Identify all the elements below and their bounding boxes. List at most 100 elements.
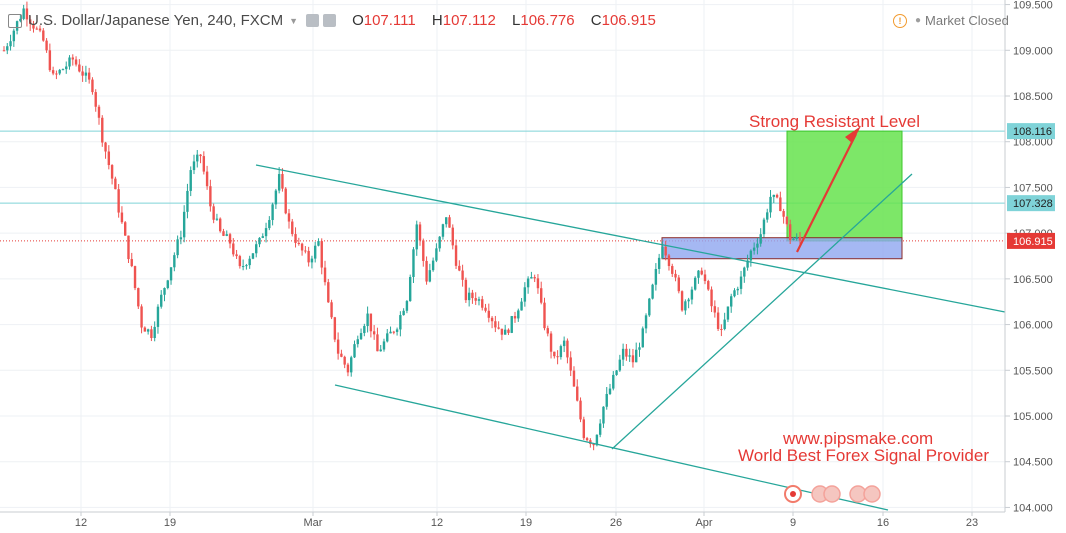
- candle: [546, 325, 549, 337]
- candle: [376, 327, 379, 352]
- close-value: 106.915: [601, 12, 656, 29]
- candle-body: [513, 316, 517, 319]
- candle-body: [612, 374, 615, 389]
- candle: [245, 263, 248, 270]
- candle-body: [307, 250, 310, 263]
- chart-collapse-icon[interactable]: [8, 13, 22, 28]
- candle-body: [536, 278, 540, 289]
- candle-body: [415, 224, 418, 250]
- candle: [74, 56, 78, 67]
- x-tick-label: 23: [966, 517, 978, 529]
- settings-icon[interactable]: [306, 14, 320, 27]
- candle-body: [281, 174, 284, 189]
- chart-header: U.S. Dollar/Japanese Yen, 240, FXCM ▼ O1…: [8, 12, 668, 29]
- candle-body: [464, 279, 468, 301]
- candle-body: [500, 328, 504, 335]
- candle: [556, 350, 559, 365]
- flag-icon[interactable]: [823, 485, 841, 503]
- candle: [743, 266, 746, 283]
- candle: [29, 16, 32, 31]
- candle-body: [94, 92, 97, 107]
- candle: [651, 283, 654, 300]
- candle: [104, 141, 107, 159]
- trendline[interactable]: [611, 173, 913, 450]
- market-status[interactable]: ! ● Market Closed: [893, 13, 1009, 28]
- candle: [196, 149, 199, 168]
- candle-body: [752, 247, 756, 251]
- candle: [228, 232, 232, 249]
- open-value: 107.111: [363, 12, 416, 29]
- candle-body: [51, 70, 55, 74]
- candle-body: [592, 444, 595, 446]
- candle-body: [91, 79, 94, 93]
- candle: [782, 208, 785, 224]
- candle-body: [133, 266, 137, 289]
- candle-body: [628, 355, 631, 357]
- candle: [297, 237, 301, 246]
- warning-icon: !: [893, 13, 907, 28]
- candle-body: [526, 278, 530, 288]
- candle-body: [45, 40, 48, 51]
- candle: [677, 274, 680, 294]
- candle-body: [261, 236, 264, 238]
- candle: [723, 312, 726, 331]
- candle-body: [382, 341, 386, 350]
- candle-body: [707, 281, 710, 290]
- candle: [163, 287, 166, 302]
- candle: [61, 68, 65, 71]
- candle: [425, 256, 428, 285]
- candle: [507, 328, 510, 336]
- candle-body: [241, 266, 245, 268]
- candle-body: [150, 329, 153, 339]
- candle-body: [507, 329, 510, 333]
- candle: [359, 328, 363, 340]
- candle: [644, 313, 648, 334]
- candle: [120, 206, 124, 224]
- x-tick-label: 12: [75, 517, 87, 529]
- candle-body: [762, 219, 766, 235]
- candle: [327, 278, 330, 303]
- candle: [520, 297, 523, 311]
- time-axis[interactable]: 12 19 Mar 12 19 26 Apr 9 16 23: [0, 511, 1005, 533]
- candle: [146, 328, 150, 335]
- candle-body: [484, 307, 487, 311]
- candle: [566, 338, 569, 364]
- candle-body: [22, 8, 25, 19]
- trendline[interactable]: [255, 164, 1006, 313]
- chevron-down-icon[interactable]: ▼: [289, 15, 299, 26]
- candle: [664, 240, 667, 261]
- entry-zone[interactable]: [661, 237, 903, 260]
- candle-body: [235, 254, 238, 257]
- arrow-line[interactable]: [796, 133, 857, 253]
- candle: [431, 257, 435, 272]
- candle: [766, 208, 769, 223]
- candle-body: [543, 302, 546, 329]
- candle: [716, 307, 720, 331]
- hide-icon[interactable]: [323, 14, 337, 27]
- candle: [35, 26, 38, 30]
- candle-body: [297, 242, 301, 244]
- candle: [372, 325, 376, 340]
- candle-body: [65, 66, 68, 70]
- candle: [618, 354, 622, 372]
- candle: [798, 231, 802, 245]
- candle-body: [153, 326, 156, 339]
- candle: [343, 355, 346, 369]
- price-axis[interactable]: 104.000 104.500 105.000 105.500 106.000 106.5…: [1004, 0, 1066, 533]
- candle: [169, 267, 173, 285]
- flag-icon[interactable]: [863, 485, 881, 503]
- candle-body: [399, 315, 402, 330]
- candle: [71, 54, 74, 66]
- candle-body: [798, 236, 802, 241]
- candle-body: [366, 313, 369, 327]
- symbol-title[interactable]: U.S. Dollar/Japanese Yen, 240, FXCM: [28, 12, 284, 29]
- candle-body: [638, 347, 641, 350]
- candle-body: [363, 326, 366, 334]
- candle-body: [120, 212, 124, 223]
- target-zone[interactable]: [786, 130, 903, 242]
- candle-body: [654, 268, 658, 285]
- candle: [756, 237, 759, 255]
- event-icons[interactable]: [784, 485, 881, 503]
- candle: [182, 205, 186, 243]
